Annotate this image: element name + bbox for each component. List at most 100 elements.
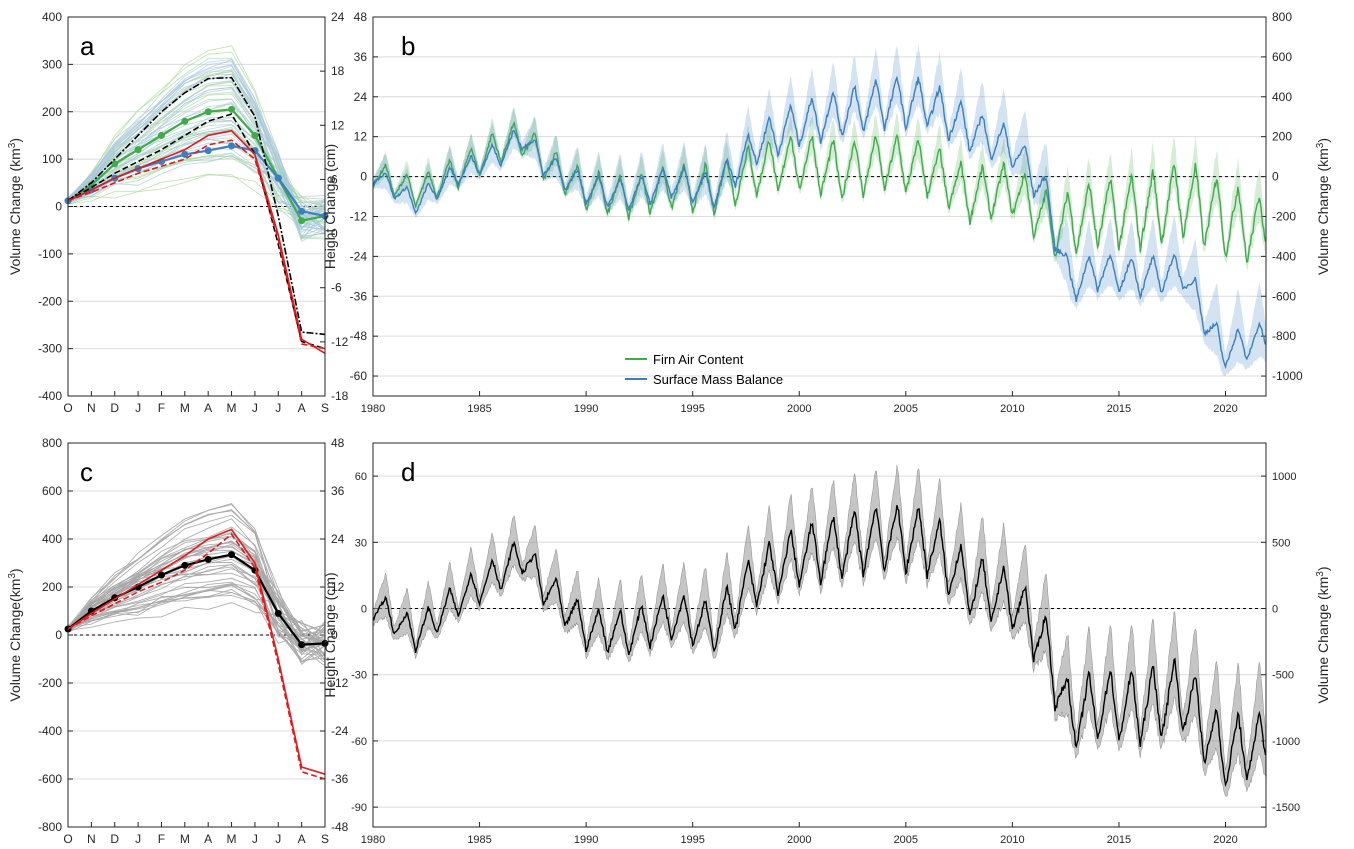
y-tick-label: -400 xyxy=(38,724,62,738)
series-line xyxy=(372,75,1267,370)
series-point xyxy=(181,117,189,125)
ensemble-line xyxy=(67,116,326,217)
x-tick-label: 1990 xyxy=(574,834,598,846)
uncertainty-band xyxy=(372,465,1266,797)
y2-tick-label: 12 xyxy=(331,118,345,132)
x-tick-label: 1995 xyxy=(680,403,704,415)
legend-label: Firn Air Content xyxy=(653,352,744,367)
x-tick-label: F xyxy=(158,832,165,846)
series-point xyxy=(298,207,306,215)
y2-tick-label: 500 xyxy=(1272,537,1290,549)
panel-a: -400 -300 -200 -100 0 100 200 300 400 -18 -12 -6 0 6 1… xyxy=(7,10,349,415)
y2-tick-label: -1000 xyxy=(1272,369,1303,383)
y2-tick-label: 1000 xyxy=(1272,471,1296,483)
x-tick-label: 1980 xyxy=(361,403,385,415)
x-tick-label: O xyxy=(63,401,72,415)
y-tick-label: 0 xyxy=(360,170,367,184)
x-tick-label: A xyxy=(298,832,306,846)
ensemble-line xyxy=(67,572,326,647)
series-point xyxy=(134,146,142,154)
ensemble-line xyxy=(67,589,326,657)
y-tick-label: -30 xyxy=(351,670,367,682)
ensemble-line xyxy=(67,504,326,647)
y-tick-label: 400 xyxy=(42,10,62,24)
x-tick-label: D xyxy=(110,401,119,415)
y2-tick-label: -24 xyxy=(331,724,349,738)
series-point xyxy=(111,160,119,168)
ensemble-line xyxy=(67,536,326,665)
ensemble-line xyxy=(67,503,326,654)
x-tick-label: 2010 xyxy=(1000,403,1024,415)
y-tick-label: 30 xyxy=(355,537,367,549)
x-tick-label: 2020 xyxy=(1213,403,1237,415)
y-tick-label: -100 xyxy=(38,247,62,261)
y-tick-label: -12 xyxy=(350,209,368,223)
x-tick-label: 2000 xyxy=(787,834,811,846)
x-tick-label: D xyxy=(110,832,119,846)
x-tick-label: 1995 xyxy=(680,834,704,846)
series-point xyxy=(298,217,306,225)
ensemble-line xyxy=(67,558,326,656)
y2-tick-label: -12 xyxy=(331,335,349,349)
x-tick-label: J xyxy=(275,401,281,415)
x-tick-label: J xyxy=(135,401,141,415)
x-tick-label: 1980 xyxy=(361,834,385,846)
y2-tick-label: -1000 xyxy=(1272,736,1300,748)
ensemble-line xyxy=(67,73,326,218)
series-line xyxy=(372,120,1267,264)
y2-tick-label: 600 xyxy=(1272,50,1292,64)
y2-tick-label: -600 xyxy=(1272,289,1296,303)
panel-d: -90 -60 -30 0 30 60 -1500 -1000 -500 0 500 1000 1980… xyxy=(322,442,1332,846)
series-line-black-dashdot xyxy=(67,76,326,336)
x-tick-label: M xyxy=(227,832,237,846)
axes-frame xyxy=(372,442,1267,828)
y2-axis-label: Volume Change (km3) xyxy=(1315,566,1332,703)
y2-tick-label: 12 xyxy=(331,580,345,594)
ensemble-line xyxy=(67,550,326,644)
x-tick-label: J xyxy=(275,832,281,846)
series-point xyxy=(181,561,189,569)
y2-tick-label: 200 xyxy=(1272,130,1292,144)
y2-tick-label: 800 xyxy=(1272,10,1292,24)
series-line xyxy=(372,505,1267,788)
y2-tick-label: 0 xyxy=(331,227,338,241)
uncertainty-band xyxy=(373,44,1266,377)
y-tick-label: 200 xyxy=(42,580,62,594)
x-tick-label: 1985 xyxy=(467,403,491,415)
y-tick-label: 60 xyxy=(355,471,367,483)
x-tick-label: 1990 xyxy=(574,403,598,415)
y2-tick-label: 400 xyxy=(1272,90,1292,104)
x-tick-label: 2020 xyxy=(1213,834,1237,846)
y2-tick-label: -400 xyxy=(1272,249,1296,263)
y2-tick-label: -6 xyxy=(331,281,342,295)
y-tick-label: 300 xyxy=(42,57,62,71)
series-point xyxy=(157,131,165,139)
ensemble-line xyxy=(67,173,326,230)
ensemble-line xyxy=(67,535,326,656)
series-point xyxy=(157,571,165,579)
y2-tick-label: 0 xyxy=(331,628,338,642)
ensemble-line xyxy=(67,174,326,224)
x-tick-label: 1985 xyxy=(467,834,491,846)
ensemble-line xyxy=(67,65,326,223)
x-tick-label: A xyxy=(204,832,212,846)
y2-tick-label: 36 xyxy=(331,484,345,498)
y-tick-label: -90 xyxy=(351,802,367,814)
ensemble-line xyxy=(67,98,326,233)
y2-tick-label: 24 xyxy=(331,10,345,24)
x-tick-label: 2005 xyxy=(894,834,918,846)
panel-label: d xyxy=(401,457,415,487)
series-point xyxy=(274,174,282,182)
series-point xyxy=(204,147,212,155)
y-tick-label: -400 xyxy=(38,389,62,403)
y-tick-label: 0 xyxy=(55,200,62,214)
x-tick-label: S xyxy=(321,401,329,415)
legend-label: Surface Mass Balance xyxy=(653,372,783,387)
x-tick-label: N xyxy=(87,401,96,415)
series-point xyxy=(204,108,212,116)
y-tick-label: 800 xyxy=(42,436,62,450)
y-tick-label: 24 xyxy=(354,90,368,104)
y2-tick-label: 48 xyxy=(331,436,345,450)
panel-b: -60-48-36-24-12012243648-1000-800-600-40… xyxy=(322,10,1331,415)
